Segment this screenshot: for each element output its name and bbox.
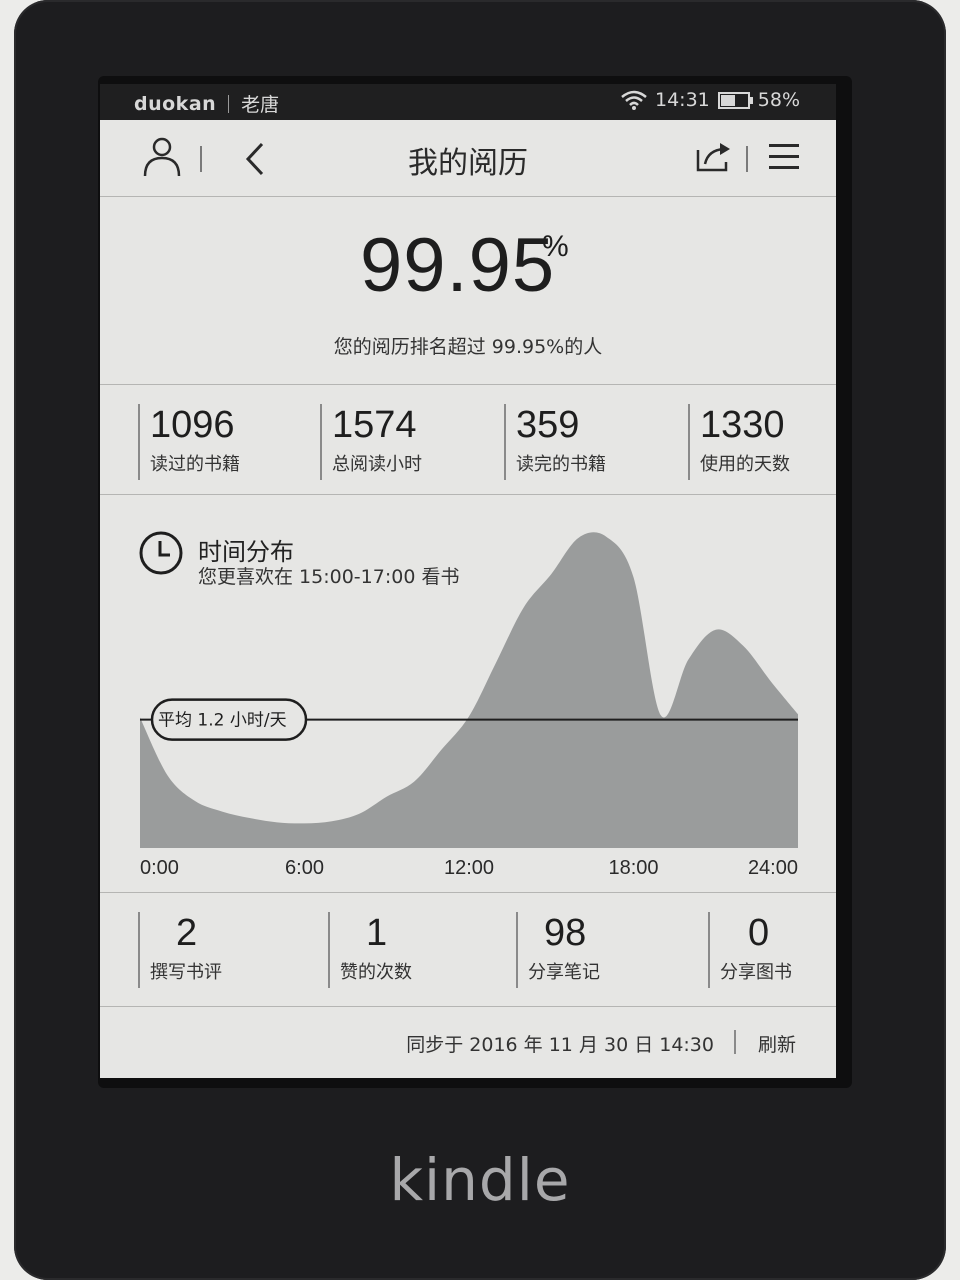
brand-label: duokan (134, 92, 217, 115)
ranking-description: 您的阅历排名超过 99.95%的人 (333, 336, 603, 358)
stat-value: 359 (516, 404, 580, 446)
stat-value: 1 (366, 912, 388, 954)
x-tick-label: 6:00 (285, 857, 324, 879)
stat-books-finished[interactable]: 359 读完的书籍 (504, 404, 606, 480)
clock-time: 14:31 (655, 89, 710, 111)
stat-label: 赞的次数 (340, 962, 412, 983)
sync-footer: 同步于 2016 年 11 月 30 日 14:30 刷新 (100, 1006, 836, 1078)
battery-percent: 58% (757, 89, 800, 111)
stat-label: 读完的书籍 (516, 454, 606, 475)
screen: duokan 老唐 14:31 58% 我的阅历 (100, 84, 836, 1078)
stat-label: 使用的天数 (700, 454, 790, 475)
time-distribution-section: 时间分布 您更喜欢在 15:00-17:00 看书 平均 1.2 小时/天 0:… (100, 496, 836, 893)
stat-value: 1330 (700, 404, 785, 446)
stat-label: 读过的书籍 (150, 454, 240, 475)
menu-icon[interactable] (768, 142, 800, 172)
kindle-logo: kindle (389, 1146, 571, 1214)
page-title: 我的阅历 (408, 146, 528, 181)
stat-label: 分享笔记 (528, 962, 600, 983)
social-stats: 2 撰写书评 1 赞的次数 98 分享笔记 0 分享图书 (100, 892, 836, 1007)
average-badge (150, 698, 308, 741)
toolbar: 我的阅历 (100, 120, 836, 197)
reading-time-area (140, 532, 798, 848)
stat-value: 0 (748, 912, 770, 954)
status-bar: duokan 老唐 14:31 58% (100, 84, 836, 120)
x-axis-ticks: 0:00 6:00 12:00 18:00 24:00 (140, 857, 798, 879)
toolbar-divider (200, 146, 202, 172)
ranking-percent: 99.95 (360, 223, 556, 308)
stat-shared-notes[interactable]: 98 分享笔记 (516, 912, 600, 988)
user-name: 老唐 (241, 94, 280, 116)
footer-divider (734, 1030, 736, 1054)
stat-days-used[interactable]: 1330 使用的天数 (688, 404, 790, 480)
time-distribution-chart: 平均 1.2 小时/天 0:00 6:00 12:00 18:00 24:00 (140, 532, 798, 879)
user-icon[interactable] (142, 136, 182, 178)
distribution-subtitle: 您更喜欢在 15:00-17:00 看书 (198, 566, 460, 588)
refresh-button[interactable]: 刷新 (758, 1034, 797, 1056)
distribution-title: 时间分布 (198, 538, 294, 566)
ranking-percent-sign: % (542, 230, 569, 263)
ranking-section: 99.95 % 您的阅历排名超过 99.95%的人 (100, 196, 836, 385)
stat-label: 撰写书评 (150, 962, 222, 983)
stat-reviews[interactable]: 2 撰写书评 (138, 912, 222, 988)
clock-icon (139, 531, 183, 575)
sync-timestamp: 同步于 2016 年 11 月 30 日 14:30 (406, 1034, 714, 1056)
stat-value: 1574 (332, 404, 417, 446)
x-tick-label: 0:00 (140, 857, 179, 879)
x-tick-label: 12:00 (444, 857, 494, 879)
toolbar-divider (746, 146, 748, 172)
reading-stats: 1096 读过的书籍 1574 总阅读小时 359 读完的书籍 1330 使用的… (100, 386, 836, 495)
battery-icon (717, 91, 753, 109)
stat-value: 98 (544, 912, 587, 954)
x-tick-label: 18:00 (608, 857, 658, 879)
stat-likes[interactable]: 1 赞的次数 (328, 912, 412, 988)
stat-books-read[interactable]: 1096 读过的书籍 (138, 404, 240, 480)
share-icon[interactable] (696, 140, 734, 172)
x-tick-label: 24:00 (748, 857, 798, 879)
stat-label: 分享图书 (720, 962, 792, 983)
average-label: 平均 1.2 小时/天 (158, 711, 287, 731)
stat-value: 2 (176, 912, 198, 954)
wifi-icon (621, 90, 647, 110)
back-icon[interactable] (244, 142, 266, 176)
stat-shared-books[interactable]: 0 分享图书 (708, 912, 792, 988)
stat-reading-hours[interactable]: 1574 总阅读小时 (320, 404, 422, 480)
stat-label: 总阅读小时 (332, 454, 422, 475)
stat-value: 1096 (150, 404, 235, 446)
status-divider (228, 94, 230, 113)
